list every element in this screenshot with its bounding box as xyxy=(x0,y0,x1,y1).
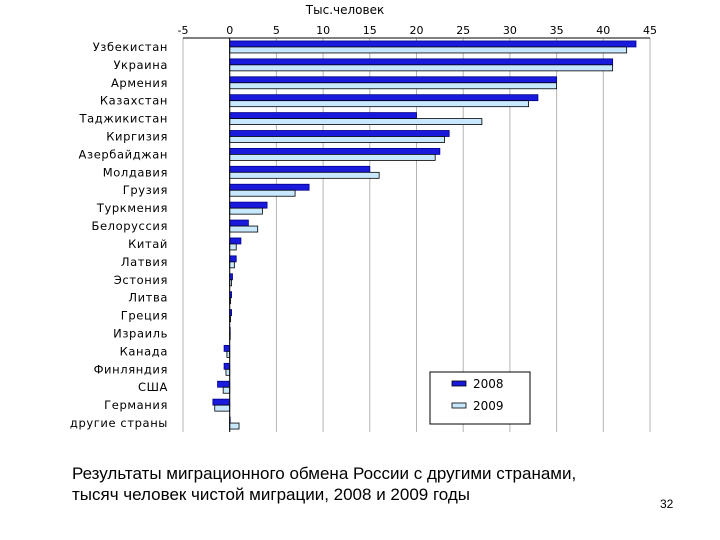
legend: 2008 2009 xyxy=(429,371,531,425)
category-label: Киргизия xyxy=(106,130,168,144)
migration-bar-chart: Тыс.человек -5 0 5 10 15 20 25 30 35 40 45 Узбекис… xyxy=(70,3,657,432)
x-tick-label: 35 xyxy=(550,24,564,37)
category-label: Китай xyxy=(128,237,168,251)
category-label: Грузия xyxy=(123,183,168,197)
page-number: 32 xyxy=(660,497,674,511)
bar-2009 xyxy=(229,225,259,233)
bar-2009 xyxy=(229,261,235,269)
category-label: Белоруссия xyxy=(92,219,169,233)
bar-2008 xyxy=(229,201,268,209)
bars xyxy=(212,40,637,430)
bar-2008 xyxy=(229,183,310,191)
bar-2008 xyxy=(229,58,614,66)
category-label: Литва xyxy=(128,291,168,305)
legend-swatch-2009 xyxy=(451,402,467,409)
category-label: Армения xyxy=(111,76,168,90)
bar-2009 xyxy=(229,82,557,90)
legend-label-2009: 2009 xyxy=(473,399,504,413)
category-label: Эстония xyxy=(114,273,168,287)
category-label: Азербайджан xyxy=(79,147,168,161)
bar-2008 xyxy=(229,255,237,263)
bar-2009 xyxy=(229,46,628,54)
bar-2008 xyxy=(223,345,231,352)
bar-2009 xyxy=(229,118,483,125)
category-label: Германия xyxy=(104,398,168,412)
axes xyxy=(183,37,650,432)
category-label: Латвия xyxy=(121,255,168,269)
x-tick-label: -5 xyxy=(178,24,189,37)
bar-2009 xyxy=(225,368,231,376)
category-label: США xyxy=(138,380,168,394)
legend-box xyxy=(429,371,531,425)
bar-2009 xyxy=(229,136,445,143)
bar-2008 xyxy=(229,237,242,245)
x-axis-ticks: -5 0 5 10 15 20 25 30 35 40 45 xyxy=(178,24,657,37)
x-tick-label: 0 xyxy=(226,24,233,37)
legend-swatch-2008 xyxy=(451,380,467,387)
x-tick-label: 5 xyxy=(273,24,280,37)
category-label: Израиль xyxy=(113,327,168,341)
category-label: Таджикистан xyxy=(79,112,168,126)
x-tick-label: 40 xyxy=(596,24,610,37)
bar-2008 xyxy=(229,112,417,119)
category-label: Греция xyxy=(121,309,168,323)
bar-2008 xyxy=(229,148,441,155)
category-labels: Узбекистан Украина Армения Казахстан Таджики… xyxy=(70,40,169,430)
bar-2009 xyxy=(229,154,436,161)
bar-2009 xyxy=(222,386,231,394)
x-tick-label: 10 xyxy=(316,24,330,37)
bar-2008 xyxy=(229,94,539,102)
bar-2009 xyxy=(229,189,296,197)
bar-2008 xyxy=(217,380,231,388)
bar-2009 xyxy=(229,64,614,72)
category-label: другие страны xyxy=(70,416,168,430)
bar-2009 xyxy=(229,207,263,215)
bar-2009 xyxy=(229,171,380,179)
category-label: Казахстан xyxy=(100,94,168,108)
x-tick-label: 45 xyxy=(643,24,657,37)
bar-2009 xyxy=(229,100,529,108)
x-tick-label: 15 xyxy=(363,24,377,37)
legend-label-2008: 2008 xyxy=(473,377,504,391)
category-label: Узбекистан xyxy=(93,40,168,54)
chart-caption: Результаты миграционного обмена России с… xyxy=(72,463,692,505)
bar-2009 xyxy=(214,404,231,412)
category-label: Украина xyxy=(113,58,168,72)
x-tick-label: 20 xyxy=(410,24,424,37)
category-label: Туркмения xyxy=(96,201,168,215)
caption-line-2: тысяч человек чистой миграции, 2008 и 20… xyxy=(72,485,470,504)
bar-2008 xyxy=(212,398,231,406)
chart-title: Тыс.человек xyxy=(305,3,384,17)
x-tick-label: 25 xyxy=(456,24,470,37)
bar-2008 xyxy=(229,130,450,137)
caption-line-1: Результаты миграционного обмена России с… xyxy=(72,464,577,483)
bar-2008 xyxy=(229,165,371,173)
category-label: Финляндия xyxy=(94,362,168,376)
category-label: Канада xyxy=(120,344,168,358)
bar-2008 xyxy=(229,40,637,48)
bar-2008 xyxy=(229,219,249,227)
bar-2008 xyxy=(223,362,231,370)
category-label: Молдавия xyxy=(103,165,168,179)
bar-2009 xyxy=(229,243,237,251)
x-tick-label: 30 xyxy=(503,24,517,37)
bar-2008 xyxy=(229,76,557,84)
bar-2009 xyxy=(229,422,240,430)
